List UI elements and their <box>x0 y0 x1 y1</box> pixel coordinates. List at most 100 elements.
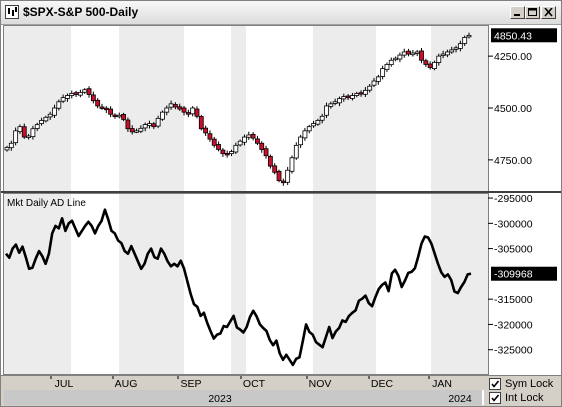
minimize-icon <box>514 14 520 16</box>
candle <box>445 49 450 58</box>
candle <box>121 112 126 122</box>
candle <box>414 49 420 57</box>
candle <box>436 53 442 66</box>
minimize-button[interactable] <box>510 6 525 19</box>
app-icon <box>5 5 19 19</box>
candle <box>272 163 278 175</box>
candle <box>324 102 329 118</box>
sym-lock-checkbox[interactable] <box>489 378 501 390</box>
candle <box>112 113 118 119</box>
candle <box>259 141 265 153</box>
candle <box>65 93 70 102</box>
candle <box>108 106 114 118</box>
candle <box>211 136 217 148</box>
shaded-region <box>119 25 184 191</box>
upper-y-tick-label: 4500.00 <box>494 103 532 115</box>
candle <box>99 103 105 110</box>
lower-pane-title: Mkt Daily AD Line <box>7 198 86 209</box>
candle <box>337 96 342 107</box>
time-axis: JUL AUG SEP OCT NOV DEC JAN 2023 2024 <box>1 375 561 405</box>
month-label: DEC <box>371 378 394 390</box>
candle <box>207 130 213 142</box>
lower-y-tick-label: -305000 <box>494 244 533 256</box>
candle <box>39 117 44 126</box>
ad-line <box>4 208 472 367</box>
candle <box>86 86 92 98</box>
candle <box>172 102 178 110</box>
candle <box>410 49 416 57</box>
candle <box>13 127 19 146</box>
lower-y-tick-label: -300000 <box>494 218 533 230</box>
candle <box>242 134 247 146</box>
ad-line-series <box>4 208 472 367</box>
candle <box>280 178 286 186</box>
candle <box>449 46 455 54</box>
candle <box>367 83 373 93</box>
candle <box>255 135 260 146</box>
candle <box>388 57 394 67</box>
shaded-region <box>431 193 488 375</box>
lower-last-value: -309968 <box>494 269 533 281</box>
lower-y-tick-label: -325000 <box>494 345 533 357</box>
candle <box>432 60 437 71</box>
candle <box>466 32 472 39</box>
year-label: 2024 <box>448 393 472 405</box>
upper-y-tick-label: 4750.00 <box>494 155 532 167</box>
candle <box>82 88 88 94</box>
lower-y-tick-label: -320000 <box>494 319 533 331</box>
shaded-region <box>231 25 246 191</box>
candle <box>220 148 226 157</box>
title-bar[interactable]: $SPX-S&P 500-Daily <box>1 1 561 25</box>
price-chart[interactable]: Mkt Daily AD Line 4750.00 4500.00 4250.00 -2… <box>1 25 561 375</box>
candle <box>401 48 407 58</box>
candle <box>30 125 36 140</box>
candle <box>423 58 429 67</box>
candle <box>319 113 325 124</box>
candle <box>73 90 79 98</box>
candle <box>103 106 109 113</box>
candle <box>95 98 101 109</box>
candle <box>52 104 57 118</box>
int-lock-checkbox[interactable] <box>489 392 501 404</box>
checkmark-icon <box>491 394 500 402</box>
year-label: 2023 <box>208 393 232 405</box>
candle <box>56 99 62 111</box>
maximize-icon <box>528 8 537 16</box>
close-button[interactable] <box>541 6 556 19</box>
close-icon <box>544 8 553 17</box>
candle <box>393 56 398 62</box>
candle <box>362 87 368 98</box>
candle <box>60 94 66 104</box>
shaded-region <box>431 25 488 191</box>
candle <box>90 91 96 104</box>
candle <box>198 114 204 131</box>
candle <box>78 89 83 98</box>
candle <box>229 149 234 157</box>
candle <box>233 142 239 155</box>
candle <box>43 115 49 123</box>
month-label: JUL <box>55 378 74 390</box>
candle <box>276 169 282 183</box>
candle <box>164 105 170 116</box>
candle <box>246 131 252 140</box>
candle <box>8 140 14 151</box>
candle <box>289 155 295 174</box>
candle <box>371 77 377 88</box>
maximize-button[interactable] <box>525 6 540 19</box>
candle <box>185 109 191 118</box>
candle <box>34 122 40 132</box>
shaded-region <box>231 193 246 375</box>
candle <box>457 40 463 52</box>
candle <box>350 92 355 101</box>
candle <box>285 166 291 185</box>
month-label: NOV <box>309 378 332 390</box>
candle <box>155 115 161 129</box>
month-label: AUG <box>115 378 138 390</box>
candle <box>250 132 256 141</box>
candle <box>4 145 10 152</box>
candle <box>397 52 403 63</box>
candle <box>138 125 144 134</box>
candle <box>406 48 411 57</box>
candle <box>190 106 196 117</box>
